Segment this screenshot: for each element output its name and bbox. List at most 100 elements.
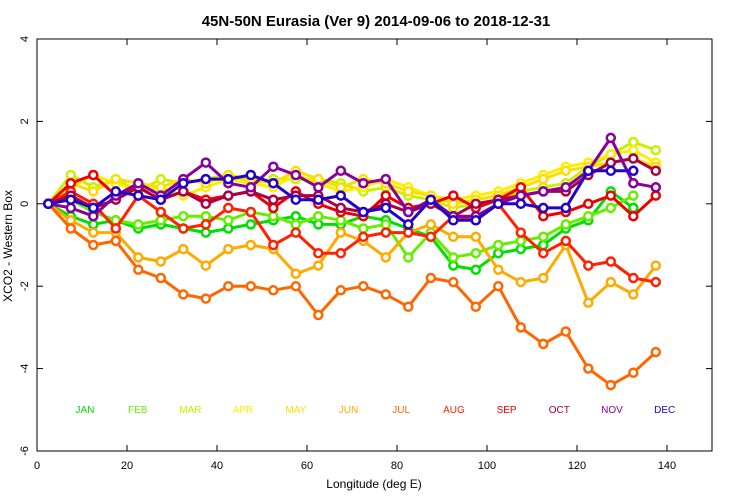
data-point-dec bbox=[560, 202, 572, 214]
data-point-dec bbox=[583, 165, 594, 177]
data-point-jul bbox=[245, 280, 257, 292]
data-point-feb bbox=[268, 210, 279, 222]
data-point-dec bbox=[335, 190, 347, 201]
data-point-aug bbox=[560, 235, 572, 247]
legend-label-dec: DEC bbox=[654, 405, 675, 416]
data-point-jun bbox=[425, 219, 437, 230]
legend-label-sep: SEP bbox=[497, 405, 517, 416]
data-point-feb bbox=[290, 219, 302, 230]
data-point-oct bbox=[178, 186, 189, 197]
data-point-sep bbox=[583, 198, 594, 210]
data-point-jan bbox=[313, 219, 324, 230]
data-point-jun bbox=[178, 243, 189, 255]
data-point-dec bbox=[605, 165, 617, 177]
data-point-may bbox=[448, 198, 459, 210]
data-point-dec bbox=[65, 194, 77, 205]
data-point-aug bbox=[538, 247, 549, 259]
data-point-aug bbox=[358, 231, 369, 243]
data-point-feb bbox=[133, 219, 144, 230]
data-point-jul bbox=[110, 235, 122, 247]
data-point-jun bbox=[628, 289, 639, 300]
data-point-jan bbox=[200, 227, 212, 238]
data-point-aug bbox=[515, 227, 527, 238]
data-point-jul bbox=[313, 309, 324, 321]
data-point-nov bbox=[358, 177, 369, 189]
data-point-sep bbox=[448, 190, 459, 201]
data-point-feb bbox=[403, 252, 414, 263]
data-point-dec bbox=[380, 202, 392, 214]
data-point-jul bbox=[515, 322, 527, 333]
data-point-nov bbox=[515, 190, 527, 201]
data-point-may bbox=[110, 173, 122, 185]
data-point-jul bbox=[223, 280, 234, 292]
data-point-nov bbox=[335, 165, 347, 177]
data-point-jan bbox=[470, 264, 482, 275]
data-point-jan bbox=[538, 239, 549, 251]
data-point-sep bbox=[650, 190, 662, 201]
data-point-jul bbox=[65, 223, 77, 234]
data-point-jul bbox=[650, 346, 662, 358]
legend: JAN FEB MAR APR MAY JUN JUL AUG SEP OCT NOV DEC bbox=[76, 405, 676, 416]
data-point-jul bbox=[268, 285, 279, 296]
data-point-jan bbox=[493, 247, 504, 259]
data-point-feb bbox=[515, 235, 527, 247]
data-point-jan bbox=[628, 202, 639, 214]
series-jul bbox=[43, 198, 662, 391]
data-point-jun bbox=[335, 227, 347, 238]
data-point-jun bbox=[65, 215, 77, 226]
data-point-sep bbox=[380, 190, 392, 201]
legend-label-may: MAY bbox=[285, 405, 306, 416]
series-line-nov bbox=[48, 136, 657, 218]
data-point-dec bbox=[290, 194, 302, 205]
axes: 0 20 40 60 80 100 120 140 -6 -4 -2 0 2 4 bbox=[19, 36, 713, 472]
data-point-feb bbox=[448, 252, 459, 263]
data-point-feb bbox=[628, 190, 639, 201]
data-point-jun bbox=[605, 276, 617, 288]
x-tick-label: 0 bbox=[34, 460, 40, 472]
x-tick-label: 20 bbox=[121, 460, 133, 472]
data-point-jun bbox=[223, 243, 234, 255]
data-point-aug bbox=[650, 276, 662, 288]
data-point-jan bbox=[448, 260, 459, 271]
data-point-dec bbox=[133, 190, 144, 201]
data-point-jan bbox=[223, 223, 234, 234]
data-point-mar bbox=[65, 169, 77, 181]
chart-title: 45N-50N Eurasia (Ver 9) 2014-09-06 to 20… bbox=[202, 13, 551, 30]
data-point-aug bbox=[425, 231, 437, 243]
data-point-jul bbox=[448, 276, 459, 288]
data-point-jul bbox=[88, 239, 99, 251]
legend-label-jun: JUN bbox=[339, 405, 358, 416]
data-point-feb bbox=[223, 215, 234, 226]
data-point-aug bbox=[628, 272, 639, 284]
data-point-jul bbox=[470, 301, 482, 313]
x-tick-label: 100 bbox=[478, 460, 496, 472]
y-tick-label: 2 bbox=[19, 118, 31, 124]
data-point-feb bbox=[178, 210, 189, 222]
data-point-jul bbox=[403, 301, 414, 313]
data-point-jun bbox=[88, 227, 99, 238]
data-point-aug bbox=[223, 202, 234, 214]
data-point-dec bbox=[358, 206, 369, 218]
data-point-nov bbox=[560, 182, 572, 193]
data-point-dec bbox=[43, 198, 54, 210]
data-point-nov bbox=[88, 210, 99, 222]
data-point-jun bbox=[583, 297, 594, 308]
data-point-nov bbox=[313, 182, 324, 193]
data-point-may bbox=[313, 173, 324, 185]
data-point-feb bbox=[313, 210, 324, 222]
data-point-aug bbox=[245, 206, 257, 218]
data-point-may bbox=[538, 173, 549, 185]
y-axis-title: XCO2 - Western Box bbox=[1, 190, 15, 302]
data-point-jun bbox=[155, 256, 167, 267]
data-point-jun bbox=[470, 231, 482, 243]
data-point-mar bbox=[650, 144, 662, 156]
data-point-jul bbox=[155, 272, 167, 284]
data-point-feb bbox=[493, 239, 504, 251]
data-point-jan bbox=[515, 243, 527, 255]
series-aug bbox=[43, 186, 662, 288]
data-point-feb bbox=[605, 202, 617, 214]
data-point-may bbox=[335, 182, 347, 193]
data-point-dec bbox=[493, 198, 504, 210]
data-point-sep bbox=[515, 182, 527, 193]
data-point-jun bbox=[200, 260, 212, 271]
